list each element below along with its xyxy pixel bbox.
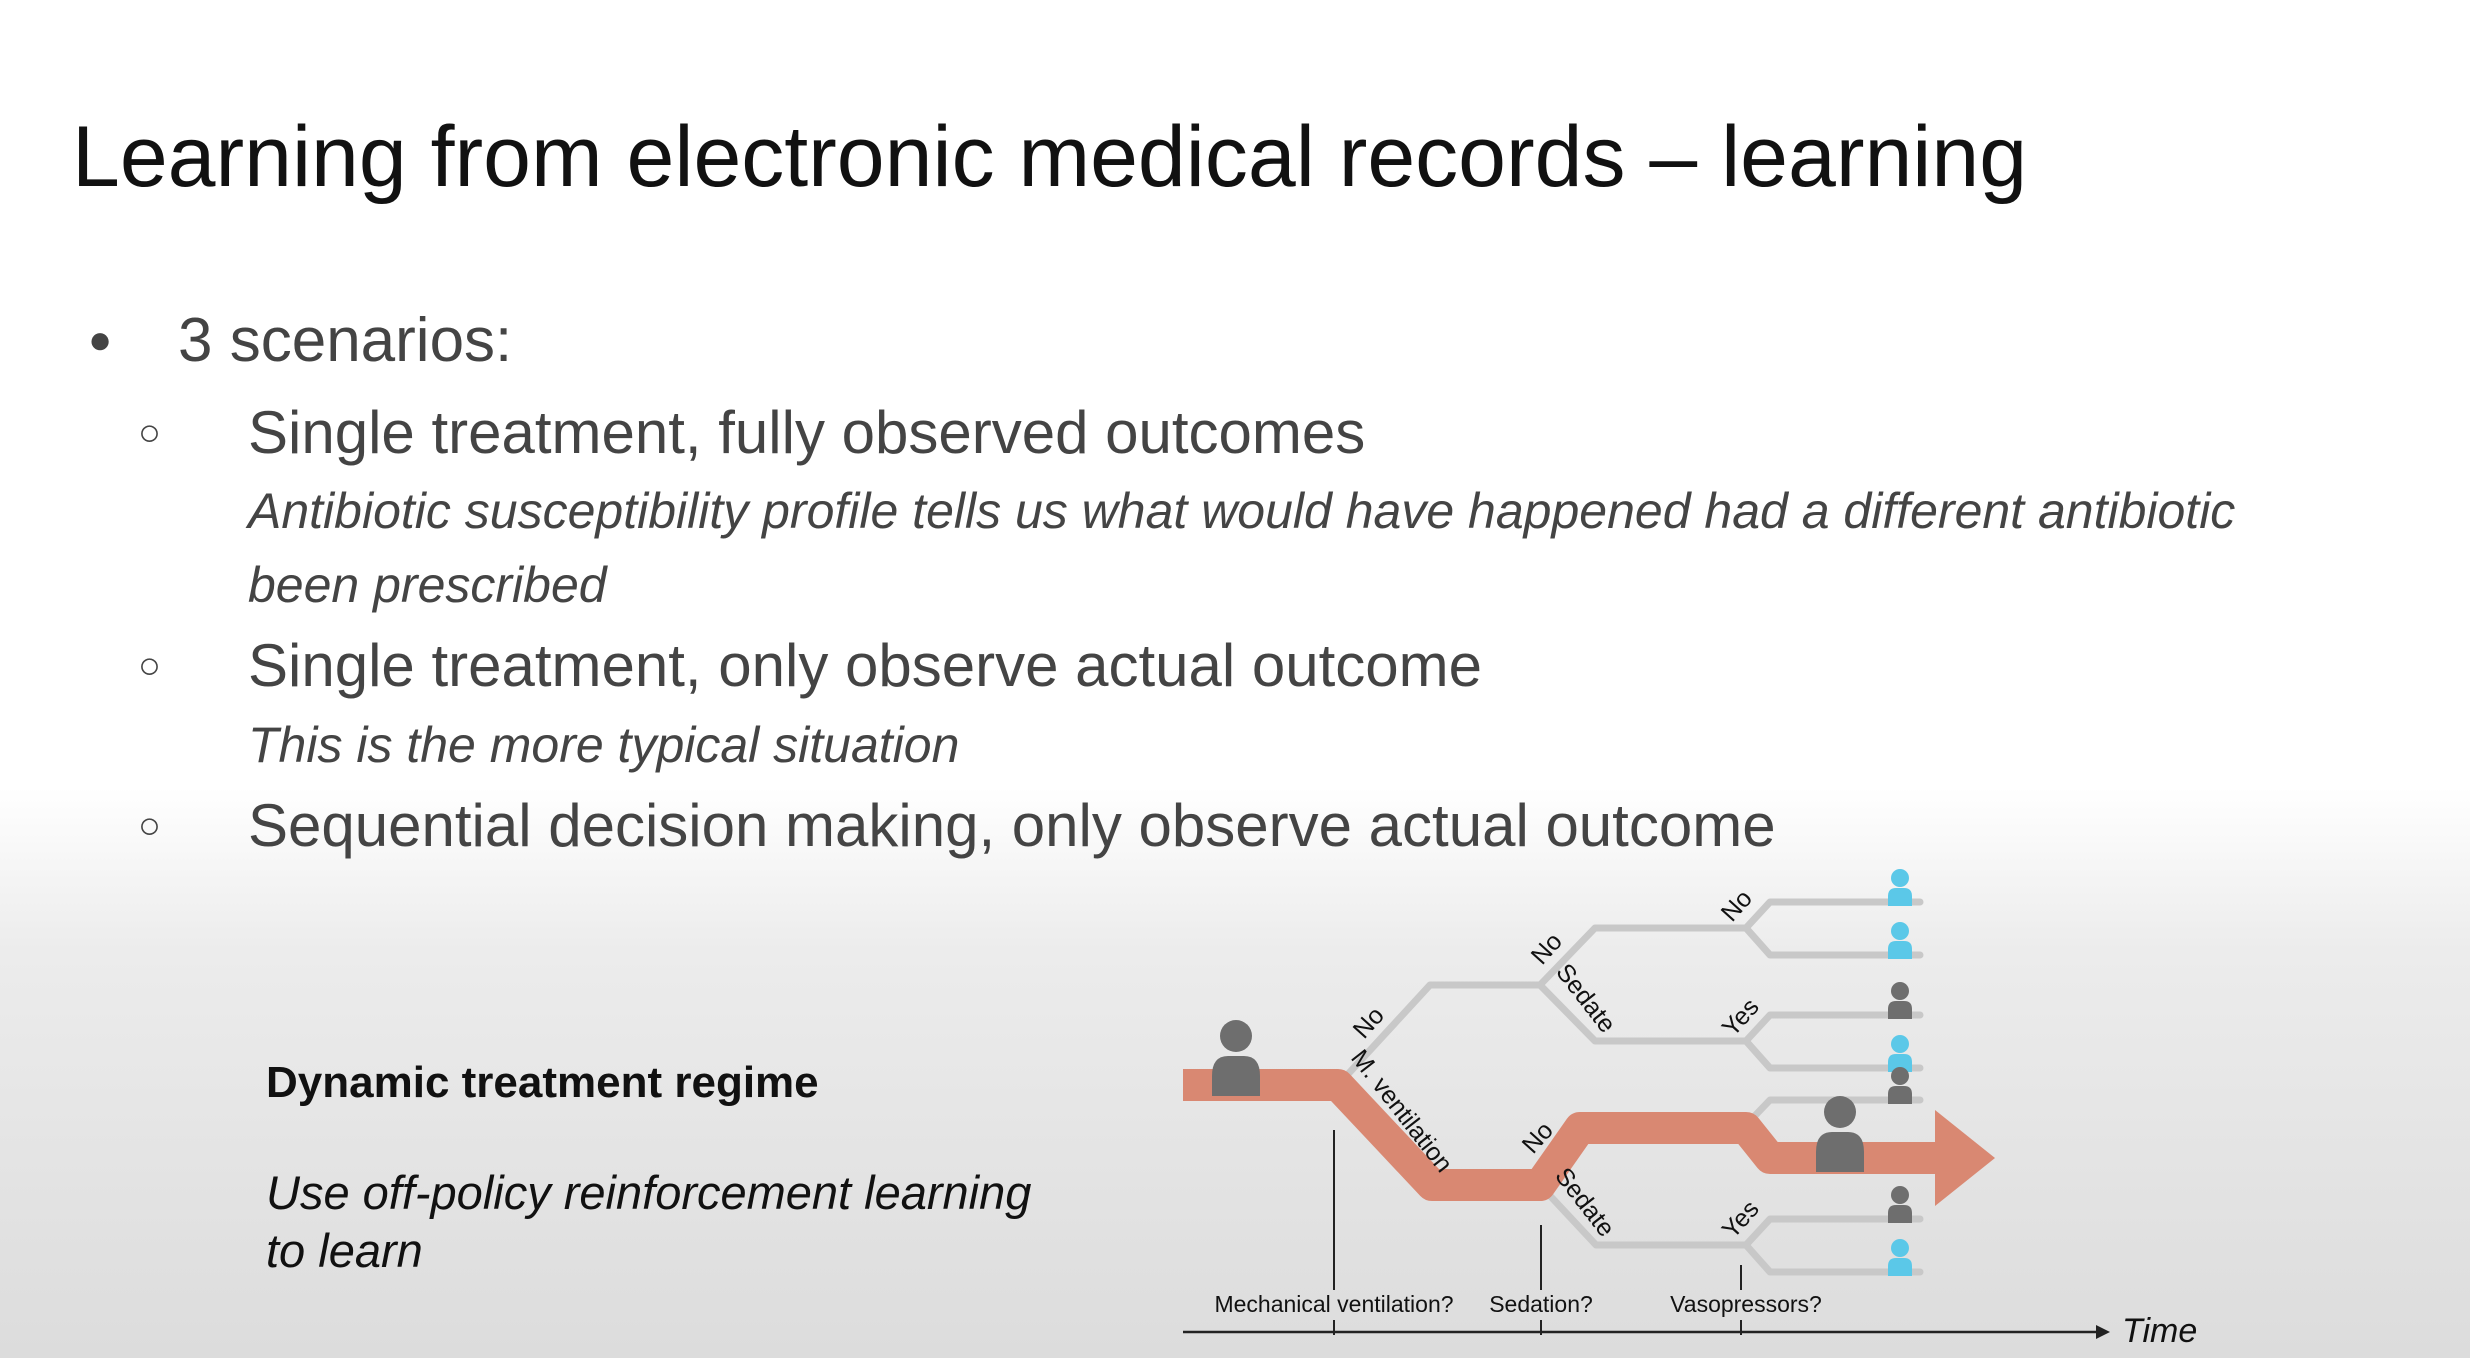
sub-bullet-circle: ○ <box>138 805 161 847</box>
person-died-icon <box>1888 1186 1912 1223</box>
decision-ticks <box>1333 1130 1742 1335</box>
axis-label-mechanical-ventilation: Mechanical ventilation? <box>1214 1291 1453 1317</box>
person-icon <box>1816 1096 1864 1172</box>
person-died-icon <box>1888 982 1912 1019</box>
dtr-description-line2: to learn <box>266 1224 423 1277</box>
axis-label-sedation: Sedation? <box>1489 1291 1593 1317</box>
person-recovered-icon <box>1888 869 1912 906</box>
label-upper-sedate: Sedate <box>1550 958 1621 1038</box>
sub-bullet-3: Sequential decision making, only observe… <box>248 792 1776 859</box>
sub-bullet-1: Single treatment, fully observed outcome… <box>248 399 1366 466</box>
bullet-dot: ● <box>88 318 113 362</box>
chosen-path-arrowhead <box>1935 1110 1995 1206</box>
branch-no-ventilation <box>1334 981 1544 1089</box>
sub-bullet-2-note: This is the more typical situation <box>248 717 960 773</box>
axis-label-vasopressors: Vasopressors? <box>1670 1291 1822 1317</box>
sub-bullet-2: Single treatment, only observe actual ou… <box>248 632 1483 699</box>
branch-upper-sedate <box>1536 981 1750 1045</box>
branch-u1-yes-vaso <box>1742 924 1924 959</box>
patient-start <box>1212 1020 1260 1096</box>
time-axis: Mechanical ventilation? Sedation? Vasopr… <box>1183 1291 2197 1350</box>
axis-label-time: Time <box>2122 1312 2197 1350</box>
person-icon <box>1212 1020 1260 1096</box>
label-vaso-yes-upper: Yes <box>1717 993 1765 1042</box>
dtr-description-line1: Use off-policy reinforcement learning <box>266 1166 1032 1219</box>
branch-u2-yes-vaso <box>1742 1037 1924 1072</box>
branch-u1-no-vaso <box>1742 898 1924 932</box>
dtr-description: Use off-policy reinforcement learning to… <box>266 1164 1031 1280</box>
bullet-main: 3 scenarios: <box>178 306 513 375</box>
branch-lower-sedate <box>1536 1181 1750 1249</box>
person-recovered-icon <box>1888 922 1912 959</box>
patient-current <box>1816 1096 1864 1172</box>
branch-l2-no-vaso <box>1742 1215 1924 1249</box>
person-recovered-icon <box>1888 1239 1912 1276</box>
person-died-icon <box>1888 1067 1912 1104</box>
sub-bullet-1-note-line1: Antibiotic susceptibility profile tells … <box>248 483 2236 539</box>
branch-upper-no-sedation <box>1536 924 1750 989</box>
sub-bullet-1-note-line2: been prescribed <box>248 557 607 613</box>
branch-l2-yes-vaso <box>1742 1241 1924 1276</box>
sub-bullet-circle: ○ <box>138 412 161 454</box>
outcomes <box>1888 869 1912 1276</box>
dtr-heading: Dynamic treatment regime <box>266 1058 819 1107</box>
time-axis-arrowhead <box>2096 1325 2110 1339</box>
person-recovered-icon <box>1888 1035 1912 1072</box>
branches <box>1334 898 1924 1276</box>
sub-bullet-circle: ○ <box>138 645 161 687</box>
branch-u2-no-vaso <box>1742 1011 1924 1045</box>
page-title: Learning from electronic medical records… <box>72 109 2028 205</box>
chosen-path <box>1183 1069 1995 1206</box>
